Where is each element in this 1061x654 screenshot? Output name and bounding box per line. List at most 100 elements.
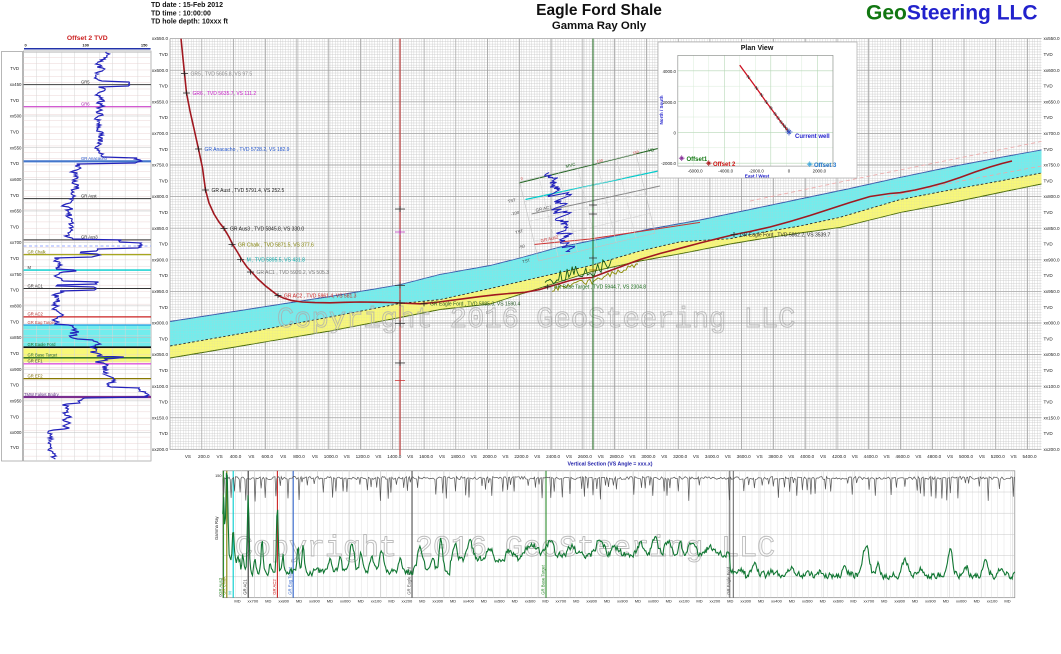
svg-text:TVD: TVD bbox=[10, 66, 19, 71]
svg-text:0: 0 bbox=[788, 169, 791, 174]
svg-text:xx000: xx000 bbox=[10, 430, 22, 435]
svg-text:GR Eagle Ford , TVD 5985.3, VS: GR Eagle Ford , TVD 5985.3, VS 1590.4 bbox=[430, 302, 520, 308]
svg-text:150: 150 bbox=[632, 150, 639, 155]
svg-text:100: 100 bbox=[596, 159, 603, 164]
svg-text:Eagle Ford Shale: Eagle Ford Shale bbox=[536, 2, 662, 19]
svg-text:xx700: xx700 bbox=[864, 599, 875, 604]
svg-text:MD: MD bbox=[234, 599, 240, 604]
svg-text:xx800.0: xx800.0 bbox=[1044, 194, 1061, 199]
svg-text:TVD: TVD bbox=[159, 336, 169, 341]
svg-text:xx200: xx200 bbox=[402, 599, 413, 604]
svg-text:3400.0: 3400.0 bbox=[705, 454, 719, 459]
svg-text:1400.0: 1400.0 bbox=[387, 454, 401, 459]
svg-text:VS: VS bbox=[757, 454, 763, 459]
svg-text:xx800: xx800 bbox=[586, 599, 597, 604]
svg-text:xx850.0: xx850.0 bbox=[1044, 226, 1061, 231]
svg-text:GR Eagle Ford: GR Eagle Ford bbox=[407, 566, 412, 595]
svg-text:150: 150 bbox=[215, 474, 221, 478]
svg-text:xx850: xx850 bbox=[10, 335, 22, 340]
svg-text:VS: VS bbox=[439, 454, 445, 459]
svg-text:xx200: xx200 bbox=[710, 599, 721, 604]
svg-text:VS: VS bbox=[661, 454, 667, 459]
svg-text:VS: VS bbox=[947, 454, 953, 459]
svg-text:TVD: TVD bbox=[10, 319, 19, 324]
svg-text:xx700.0: xx700.0 bbox=[1044, 131, 1061, 136]
svg-text:xx000.0: xx000.0 bbox=[152, 321, 169, 326]
svg-text:xx700: xx700 bbox=[248, 599, 259, 604]
svg-text:xx000.0: xx000.0 bbox=[1044, 321, 1061, 326]
svg-text:Current well: Current well bbox=[795, 134, 830, 140]
svg-text:TVD: TVD bbox=[1044, 305, 1054, 310]
svg-text:VS: VS bbox=[820, 454, 826, 459]
svg-text:TVD: TVD bbox=[10, 224, 19, 229]
svg-text:TD hole depth: 10xxx ft: TD hole depth: 10xxx ft bbox=[151, 19, 229, 26]
svg-text:GR AC2: GR AC2 bbox=[28, 312, 44, 317]
svg-text:xx700: xx700 bbox=[10, 240, 22, 245]
svg-text:VS: VS bbox=[693, 454, 699, 459]
svg-text:xx800: xx800 bbox=[10, 304, 22, 309]
svg-text:TST: TST bbox=[515, 228, 524, 235]
svg-text:TVD: TVD bbox=[10, 256, 19, 261]
svg-text:3200.0: 3200.0 bbox=[673, 454, 687, 459]
svg-text:TVD: TVD bbox=[10, 288, 19, 293]
svg-text:MD: MD bbox=[727, 599, 733, 604]
svg-text:xx550.0: xx550.0 bbox=[152, 36, 169, 41]
svg-text:-100: -100 bbox=[510, 210, 520, 217]
svg-text:xx900: xx900 bbox=[309, 599, 320, 604]
svg-text:MD: MD bbox=[327, 599, 333, 604]
svg-text:MD: MD bbox=[604, 599, 610, 604]
svg-text:MD: MD bbox=[758, 599, 764, 604]
svg-text:VS: VS bbox=[185, 454, 191, 459]
svg-text:Offset 3: Offset 3 bbox=[814, 163, 837, 169]
svg-text:M , TVD 5895.5, VS 431.8: M , TVD 5895.5, VS 431.8 bbox=[247, 257, 305, 263]
svg-text:MD: MD bbox=[635, 599, 641, 604]
svg-text:-2000.0: -2000.0 bbox=[749, 169, 764, 174]
svg-text:xx800: xx800 bbox=[278, 599, 289, 604]
svg-text:MD: MD bbox=[974, 599, 980, 604]
svg-text:xx100: xx100 bbox=[987, 599, 998, 604]
svg-text:North / South: North / South bbox=[659, 95, 664, 124]
svg-text:MD: MD bbox=[512, 599, 518, 604]
svg-text:xx650: xx650 bbox=[10, 209, 22, 214]
svg-text:Offset1: Offset1 bbox=[687, 157, 708, 163]
svg-text:TVD: TVD bbox=[10, 130, 19, 135]
svg-text:MD: MD bbox=[481, 599, 487, 604]
svg-text:Gamma Ray: Gamma Ray bbox=[214, 516, 219, 540]
svg-text:xx000: xx000 bbox=[340, 599, 351, 604]
svg-text:VS: VS bbox=[852, 454, 858, 459]
svg-text:GR Base Target , TVD 5944.7, V: GR Base Target , TVD 5944.7, VS 2304.8 bbox=[554, 285, 647, 291]
svg-text:VS: VS bbox=[788, 454, 794, 459]
svg-text:5400.0: 5400.0 bbox=[1022, 454, 1036, 459]
svg-text:TVD: TVD bbox=[1044, 84, 1054, 89]
svg-text:GR Anacacho , TVD 5728.2, VS 1: GR Anacacho , TVD 5728.2, VS 182.9 bbox=[205, 147, 290, 153]
svg-text:TVD: TVD bbox=[159, 115, 169, 120]
svg-text:xx900: xx900 bbox=[617, 599, 628, 604]
svg-text:GR Eagle Ford , TVD 5862.2, VS: GR Eagle Ford , TVD 5862.2, VS 3539.7 bbox=[740, 232, 830, 238]
svg-text:GR Chalk , TVD 5871.5, VS 377.: GR Chalk , TVD 5871.5, VS 377.6 bbox=[238, 242, 314, 248]
svg-text:3800.0: 3800.0 bbox=[768, 454, 782, 459]
svg-text:GR Aus2: GR Aus2 bbox=[540, 234, 559, 243]
svg-text:xx150.0: xx150.0 bbox=[152, 415, 169, 420]
svg-text:400.0: 400.0 bbox=[230, 454, 242, 459]
svg-text:TVD: TVD bbox=[1044, 368, 1054, 373]
svg-text:TVD: TVD bbox=[10, 445, 19, 450]
svg-text:xx900.0: xx900.0 bbox=[1044, 257, 1061, 262]
svg-text:-2000.0: -2000.0 bbox=[661, 161, 676, 166]
svg-text:VS: VS bbox=[1011, 454, 1017, 459]
svg-text:xx400: xx400 bbox=[771, 599, 782, 604]
svg-text:GR AC1: GR AC1 bbox=[243, 579, 248, 595]
svg-text:VS: VS bbox=[375, 454, 381, 459]
svg-text:xx200.0: xx200.0 bbox=[1044, 447, 1061, 452]
svg-text:xx500: xx500 bbox=[494, 599, 505, 604]
svg-text:xx500: xx500 bbox=[10, 114, 22, 119]
svg-text:xx000: xx000 bbox=[648, 599, 659, 604]
svg-text:4600.0: 4600.0 bbox=[895, 454, 909, 459]
svg-text:TVD: TVD bbox=[159, 210, 169, 215]
svg-text:xx300: xx300 bbox=[740, 599, 751, 604]
svg-text:MD: MD bbox=[881, 599, 887, 604]
svg-text:-6000.0: -6000.0 bbox=[688, 169, 703, 174]
svg-text:GR EF2: GR EF2 bbox=[28, 373, 44, 378]
svg-text:xx600: xx600 bbox=[833, 599, 844, 604]
svg-text:TST: TST bbox=[522, 257, 531, 264]
svg-text:VS: VS bbox=[725, 454, 731, 459]
